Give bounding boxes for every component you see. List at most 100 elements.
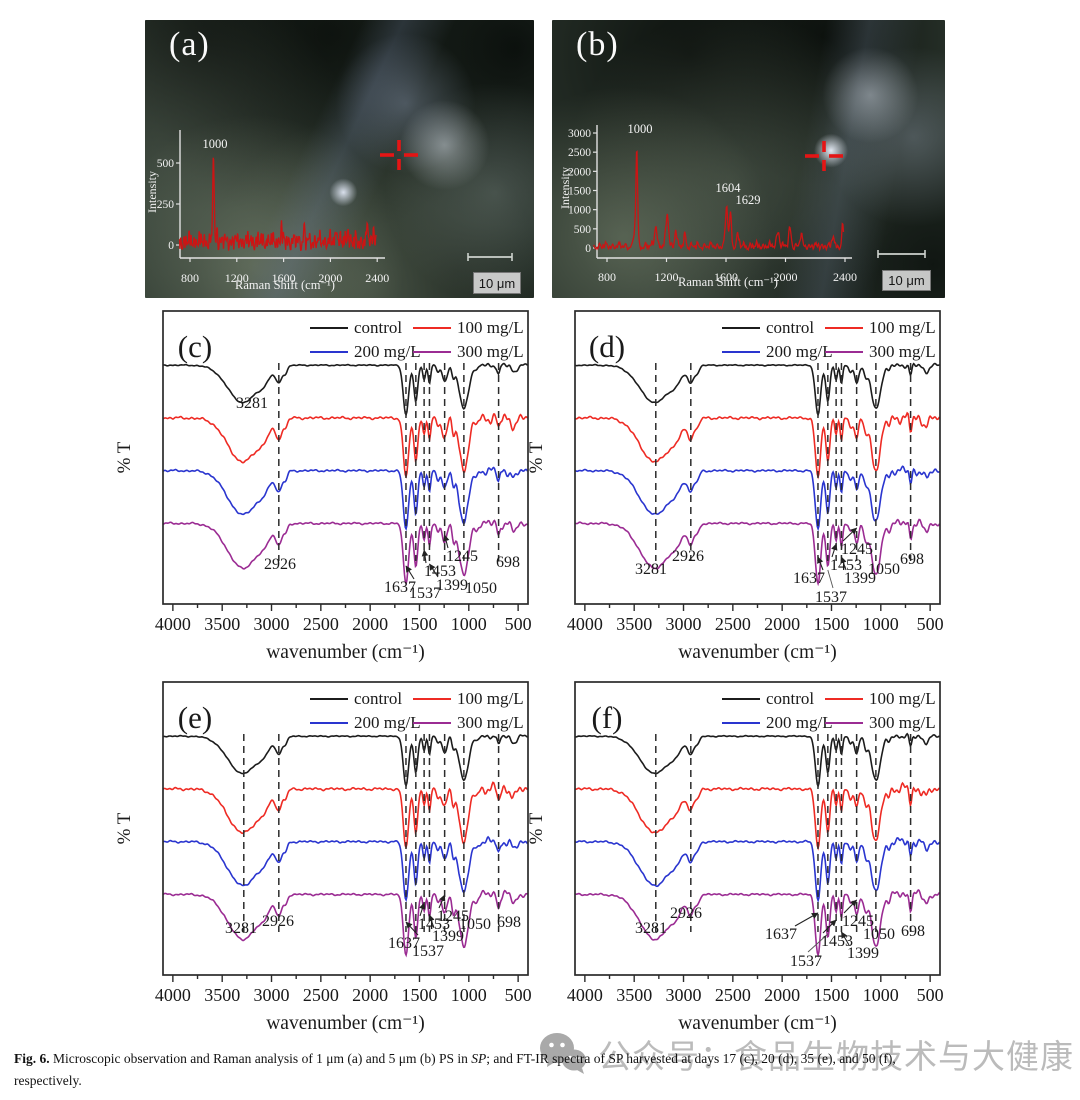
ftir-curve-f-2 [574,837,941,904]
svg-text:2500: 2500 [715,985,751,1005]
ftir-curve-d-0 [574,362,940,418]
raman-peak-label-b-1629: 1629 [736,193,761,207]
svg-text:500: 500 [505,985,532,1005]
band-annotation-d-1453: 1453 [830,557,862,574]
band-annotation-f-1399: 1399 [847,945,879,962]
micrograph-b: 0 500 1000 1500 2000 2500 3000 800 1200 1600 2000 2… [552,20,945,298]
band-annotation-c-3281: 3281 [236,395,268,412]
ftir-curve-e-2 [162,835,529,903]
band-annotation-d-1245: 1245 [841,541,873,558]
band-annotation-e-1537: 1537 [412,943,444,960]
band-annotation-f-2926: 2926 [670,905,702,922]
y-axis-title-f: % T [526,812,547,844]
band-annotation-c-1637: 1637 [384,579,416,596]
band-annotation-f-1050: 1050 [863,926,895,943]
scalebar-label-b: 10 μm [882,270,931,291]
raman-spectrum-a [178,157,377,252]
raman-ytick-b-1500: 1500 [568,186,591,198]
svg-text:3000: 3000 [254,614,290,634]
micrograph-a: 0 250 500 800 1200 1600 2000 2400 Raman Shift (c… [145,20,534,298]
x-axis-title-c: wavenumber (cm⁻¹) [266,642,425,663]
svg-text:4000: 4000 [155,614,191,634]
figure-caption: Fig. 6. Microscopic observation and Rama… [14,1048,1072,1093]
band-annotation-e-1399: 1399 [432,928,464,945]
crosshair-b [805,141,843,171]
legend-label-f-1: 100 mg/L [869,689,936,708]
legend-label-c-2: 200 mg/L [354,342,421,361]
raman-xtick-b-800: 800 [598,270,616,284]
caption-line2: respectively. [14,1073,82,1089]
band-annotation-f-698: 698 [901,923,925,940]
raman-ytick-b-2500: 2500 [568,147,591,159]
svg-text:1500: 1500 [813,614,849,634]
legend-label-e-3: 300 mg/L [457,713,524,732]
raman-xtick-a-1600: 1600 [272,271,296,285]
raman-ytick-a-0: 0 [168,240,174,252]
svg-text:1000: 1000 [451,985,487,1005]
wechat-icon [540,1033,586,1074]
svg-text:2000: 2000 [764,614,800,634]
ftir-curve-c-3 [162,519,528,587]
band-annotation-c-2926: 2926 [264,556,296,573]
ftir-curve-c-0 [162,362,529,417]
band-annotation-f-1637: 1637 [765,926,797,943]
svg-text:2500: 2500 [715,614,751,634]
svg-text:500: 500 [917,985,944,1005]
legend-label-c-3: 300 mg/L [457,342,524,361]
y-axis-title-c: % T [114,441,135,473]
svg-text:2000: 2000 [352,614,388,634]
panel-letter-b: (b) [576,26,619,63]
ftir-curve-f-3 [574,888,941,958]
band-annotation-e-1637: 1637 [388,935,420,952]
legend-label-e-1: 100 mg/L [457,689,524,708]
raman-ylabel-a: Intensity [145,171,159,213]
raman-xtick-b-1200: 1200 [655,270,679,284]
raman-xtick-b-2400: 2400 [833,270,857,284]
ftir-curve-e-0 [163,734,528,788]
band-annotation-f-3281: 3281 [635,920,667,937]
raman-inset-chart-a: 0 250 500 800 1200 1600 2000 2400 Raman Shift (c… [145,130,513,292]
y-axis-title-e: % T [114,812,135,844]
raman-xtick-b-1600: 1600 [714,270,738,284]
band-annotation-e-1050: 1050 [459,916,491,933]
band-annotation-c-1050: 1050 [465,580,497,597]
panel-letter-d: (d) [589,329,625,364]
svg-text:3000: 3000 [666,985,702,1005]
raman-xlabel-a: Raman Shift (cm⁻¹) [235,278,335,292]
ftir-curve-d-3 [574,518,941,587]
ftir-curve-c-2 [162,466,529,532]
legend-label-d-0: control [766,318,814,337]
band-annotation-e-1453: 1453 [418,916,450,933]
svg-text:3000: 3000 [254,985,290,1005]
legend-label-d-2: 200 mg/L [766,342,833,361]
band-annotation-d-1399: 1399 [844,570,876,587]
ftir-curve-e-1 [162,781,529,850]
svg-text:1500: 1500 [813,985,849,1005]
band-annotation-e-1245: 1245 [437,908,469,925]
scalebar-label-a: 10 μm [473,272,521,294]
band-annotation-d-1050: 1050 [868,561,900,578]
svg-text:3500: 3500 [204,614,240,634]
svg-text:2500: 2500 [303,614,339,634]
ftir-curve-d-1 [574,411,941,480]
ftir-panel-e: 4000 3500 3000 2500 2000 1500 1000 500 wavenumbe… [114,681,532,1034]
band-annotation-c-1399: 1399 [436,577,468,594]
svg-text:3000: 3000 [666,614,702,634]
raman-ylabel-b: Intensity [558,167,572,209]
ftir-curve-e-3 [162,889,528,958]
band-annotation-c-1537: 1537 [409,585,441,602]
band-annotation-f-1245: 1245 [842,913,874,930]
watermark-text: 公众号：食品生物技术与大健康 [598,1037,1074,1076]
panel-letter-f: (f) [592,700,623,735]
svg-text:3500: 3500 [616,985,652,1005]
band-annotation-d-3281: 3281 [635,561,667,578]
raman-xtick-a-800: 800 [181,271,199,285]
raman-ytick-b-1000: 1000 [568,205,591,217]
raman-ytick-b-3000: 3000 [568,128,591,140]
scalebar-a [467,253,513,261]
raman-xlabel-b: Raman Shift (cm⁻¹) [678,275,778,289]
raman-peak-label-a-1000: 1000 [203,137,228,151]
svg-text:1000: 1000 [451,614,487,634]
raman-xtick-a-1200: 1200 [225,271,249,285]
